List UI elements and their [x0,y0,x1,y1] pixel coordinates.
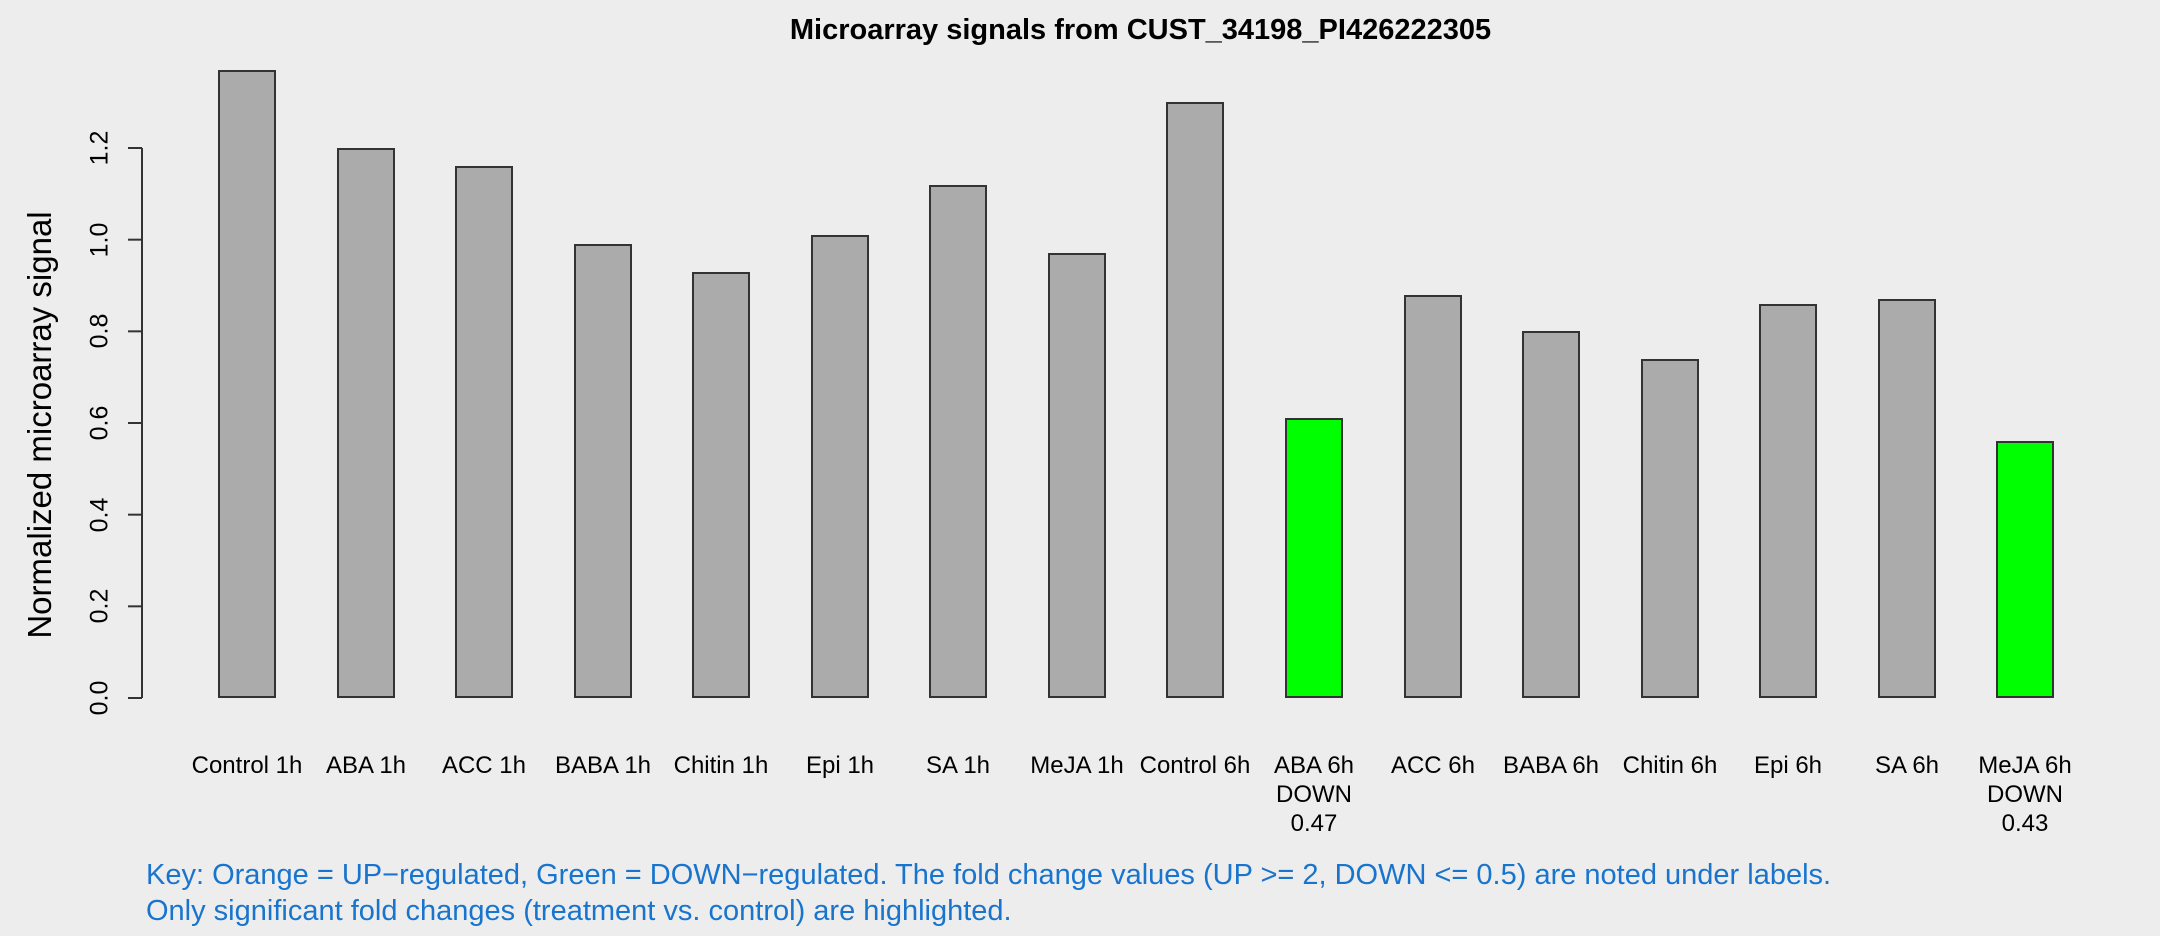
x-tick-label: SA 1h [925,752,991,779]
y-tick-label: 1.2 [85,130,114,166]
key-line-1: Key: Orange = UP−regulated, Green = DOWN… [146,859,1832,891]
bar [1166,102,1224,698]
y-tick-label: 1.0 [85,222,114,258]
bar [455,166,513,698]
key-note: Key: Orange = UP−regulated, Green = DOWN… [146,857,1831,929]
x-tick-label: Chitin 1h [673,752,769,779]
x-tick-label: ACC 6h [1390,752,1476,779]
x-axis-label: Chitin 6h [1580,751,1760,780]
x-axis-label: MeJA 6h DOWN 0.43 [1935,751,2115,838]
x-axis-label: SA 6h [1817,751,1997,780]
bar [1878,299,1936,698]
fold-change-note: DOWN [1276,781,1352,808]
x-tick-label: MeJA 1h [1030,752,1124,779]
bar [692,272,750,698]
key-line-2: Only significant fold changes (treatment… [146,895,1012,927]
bar [1996,441,2054,698]
x-axis-label: ABA 6h DOWN 0.47 [1224,751,1404,838]
bar [1404,295,1462,698]
y-tick-label: 0.0 [85,680,114,716]
fold-change-note: 0.43 [2001,810,2049,837]
y-tick-label: 0.2 [85,588,114,624]
x-tick-label: Epi 6h [1753,752,1823,779]
x-axis-label: Control 6h [1105,751,1285,780]
bar [811,235,869,698]
x-axis-label: MeJA 1h [987,751,1167,780]
x-tick-label: Control 1h [191,752,303,779]
x-tick-label: ABA 1h [325,752,407,779]
x-tick-label: ABA 6h [1273,752,1355,779]
y-tick-label: 0.8 [85,313,114,349]
x-tick-label: Control 6h [1139,752,1251,779]
x-tick-label: Chitin 6h [1622,752,1718,779]
x-tick-label: ACC 1h [441,752,527,779]
x-tick-label: SA 6h [1874,752,1940,779]
x-axis-label: ABA 1h [276,751,456,780]
fold-change-note: 0.47 [1290,810,1338,837]
x-axis-label: Epi 1h [750,751,930,780]
bar [1522,331,1580,698]
x-tick-label: MeJA 6h [1978,752,2072,779]
x-tick-label: Epi 1h [805,752,875,779]
x-axis-label: Control 1h [157,751,337,780]
bar [1285,418,1343,698]
x-axis-label: BABA 1h [513,751,693,780]
bar [929,185,987,698]
bar [337,148,395,698]
x-tick-label: BABA 6h [1502,752,1600,779]
x-tick-label: BABA 1h [554,752,652,779]
x-axis-label: Epi 6h [1698,751,1878,780]
bar [1048,253,1106,698]
bar [1759,304,1817,698]
fold-change-note: DOWN [1987,781,2063,808]
bar [1641,359,1699,698]
y-tick-label: 0.4 [85,497,114,533]
x-axis-label: BABA 6h [1461,751,1641,780]
x-axis-label: ACC 1h [394,751,574,780]
x-axis-label: SA 1h [868,751,1048,780]
x-axis-label: Chitin 1h [631,751,811,780]
x-axis-label: ACC 6h [1343,751,1523,780]
bar [218,70,276,698]
bar [574,244,632,698]
y-tick-label: 0.6 [85,405,114,441]
chart-title: Microarray signals from CUST_34198_PI426… [789,14,1492,46]
